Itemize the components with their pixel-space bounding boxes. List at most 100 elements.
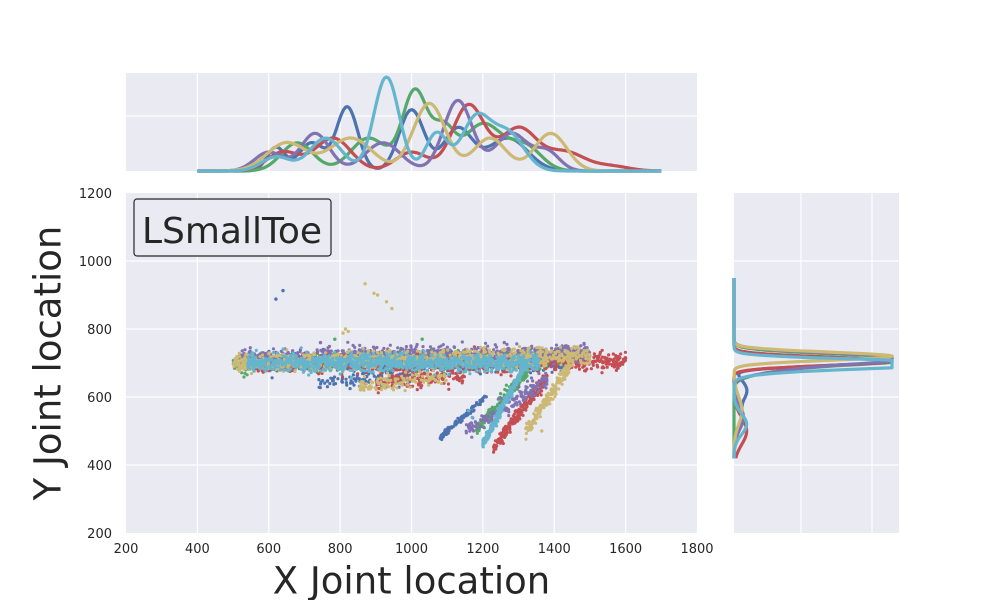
scatter-point bbox=[525, 385, 529, 389]
scatter-point bbox=[604, 362, 609, 366]
scatter-point bbox=[388, 343, 392, 347]
scatter-point bbox=[600, 355, 605, 359]
scatter-point bbox=[510, 422, 515, 426]
scatter-point bbox=[555, 365, 559, 369]
scatter-point bbox=[349, 381, 353, 385]
scatter-point bbox=[521, 375, 525, 379]
scatter-point bbox=[519, 349, 523, 353]
scatter-point bbox=[612, 360, 616, 364]
scatter-point bbox=[458, 351, 462, 356]
scatter-point bbox=[618, 364, 622, 368]
scatter-point bbox=[237, 351, 241, 355]
scatter-point bbox=[509, 417, 513, 421]
scatter-point bbox=[550, 370, 554, 374]
scatter-point bbox=[549, 364, 553, 368]
scatter-point bbox=[446, 382, 451, 386]
scatter-point bbox=[460, 416, 464, 420]
scatter-point bbox=[336, 377, 340, 381]
scatter-point bbox=[345, 383, 349, 387]
scatter-point bbox=[552, 367, 557, 372]
scatter-point bbox=[601, 361, 605, 365]
scatter-point bbox=[544, 386, 548, 390]
scatter-point bbox=[499, 439, 504, 443]
scatter-point bbox=[396, 346, 400, 350]
scatter-point bbox=[530, 395, 534, 399]
scatter-point bbox=[357, 348, 361, 352]
scatter-point bbox=[298, 350, 302, 354]
scatter-point bbox=[452, 345, 457, 349]
scatter-point bbox=[512, 398, 516, 402]
scatter-point bbox=[471, 429, 476, 433]
scatter-point bbox=[340, 379, 344, 384]
scatter-point bbox=[505, 406, 509, 411]
scatter-point bbox=[271, 347, 276, 351]
scatter-point bbox=[364, 379, 368, 383]
scatter-point bbox=[274, 297, 278, 301]
scatter-point bbox=[456, 375, 460, 379]
scatter-point bbox=[533, 349, 537, 353]
scatter-point bbox=[605, 365, 609, 369]
scatter-point bbox=[333, 382, 338, 386]
scatter-point bbox=[399, 346, 403, 350]
scatter-point bbox=[540, 379, 544, 383]
scatter-point bbox=[341, 349, 345, 353]
scatter-point bbox=[557, 366, 562, 370]
scatter-point bbox=[538, 385, 542, 389]
scatter-point bbox=[544, 367, 548, 371]
scatter-point bbox=[382, 346, 386, 350]
scatter-point bbox=[481, 396, 485, 400]
scatter-point bbox=[464, 411, 468, 415]
scatter-point bbox=[531, 379, 535, 383]
scatter-point bbox=[348, 387, 352, 391]
scatter-point bbox=[452, 377, 456, 381]
scatter-point bbox=[460, 375, 464, 379]
scatter-point bbox=[331, 379, 335, 383]
scatter-point bbox=[546, 359, 550, 363]
scatter-point bbox=[281, 288, 285, 293]
scatter-point bbox=[518, 417, 522, 421]
scatter-point bbox=[591, 363, 595, 367]
x-marginal-panel bbox=[126, 73, 697, 173]
scatter-point bbox=[607, 353, 611, 357]
scatter-point bbox=[235, 354, 239, 359]
scatter-point bbox=[261, 370, 265, 374]
scatter-point bbox=[441, 343, 445, 347]
scatter-point bbox=[519, 394, 523, 398]
scatter-point bbox=[296, 351, 300, 355]
scatter-point bbox=[583, 369, 587, 373]
scatter-point bbox=[420, 337, 424, 341]
scatter-point bbox=[526, 401, 530, 405]
scatter-point bbox=[483, 394, 487, 398]
scatter-point bbox=[511, 414, 515, 418]
scatter-point bbox=[446, 348, 450, 352]
scatter-point bbox=[536, 390, 540, 394]
scatter-point bbox=[346, 340, 350, 344]
scatter-point bbox=[470, 435, 474, 439]
scatter-point bbox=[619, 352, 623, 356]
scatter-point bbox=[522, 395, 526, 399]
scatter-point bbox=[522, 351, 526, 355]
scatter-point bbox=[579, 344, 583, 348]
scatter-point bbox=[509, 374, 513, 378]
scatter-point bbox=[492, 445, 496, 449]
scatter-point bbox=[493, 343, 497, 347]
scatter-point bbox=[475, 422, 479, 426]
scatter-point bbox=[607, 362, 611, 366]
scatter-point bbox=[511, 404, 516, 408]
scatter-point bbox=[351, 373, 355, 377]
scatter-point bbox=[421, 345, 425, 349]
scatter-point bbox=[545, 379, 549, 383]
scatter-point bbox=[457, 379, 461, 383]
scatter-point bbox=[600, 348, 604, 352]
scatter-point bbox=[515, 387, 519, 391]
scatter-point bbox=[240, 349, 244, 353]
scatter-point bbox=[329, 349, 333, 353]
scatter-point bbox=[425, 355, 429, 359]
scatter-point bbox=[358, 343, 362, 347]
scatter-point bbox=[502, 340, 506, 345]
scatter-point bbox=[545, 382, 549, 386]
scatter-point bbox=[519, 404, 523, 408]
scatter-point bbox=[445, 430, 449, 435]
scatter-point bbox=[496, 370, 500, 374]
